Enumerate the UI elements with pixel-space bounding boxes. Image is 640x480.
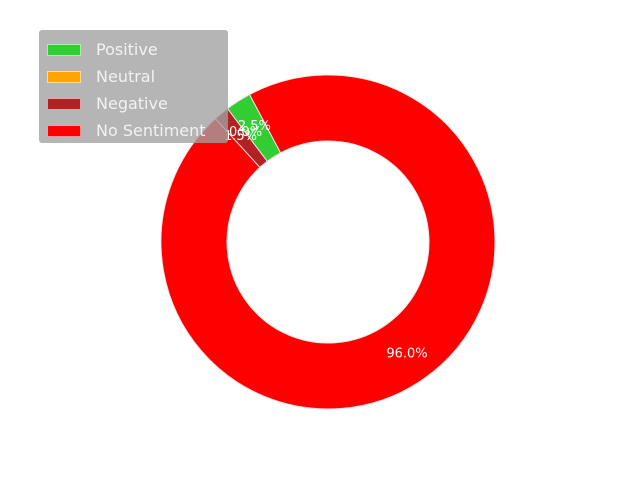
slice-no-sentiment xyxy=(160,74,496,410)
legend-label-no-sentiment: No Sentiment xyxy=(96,121,206,140)
slice-label-negative: 1.5% xyxy=(224,129,257,144)
legend-swatch-negative xyxy=(47,97,81,110)
legend-label-neutral: Neutral xyxy=(96,67,156,86)
slice-label-no-sentiment: 96.0% xyxy=(386,346,427,361)
legend-swatch-no-sentiment xyxy=(47,124,81,137)
legend-label-negative: Negative xyxy=(96,94,168,113)
slice-label-positive: 2.5% xyxy=(238,119,271,134)
legend-item-positive: Positive xyxy=(47,36,228,63)
legend-swatch-positive xyxy=(47,43,81,56)
donut-slices xyxy=(160,74,496,410)
legend-item-negative: Negative xyxy=(47,90,228,117)
legend-swatch-neutral xyxy=(47,70,81,83)
legend: Positive Neutral Negative No Sentiment xyxy=(39,30,228,143)
legend-item-neutral: Neutral xyxy=(47,63,228,90)
legend-label-positive: Positive xyxy=(96,40,158,59)
slice-label-neutral: 0.0% xyxy=(229,125,262,140)
slice-labels: 2.5%0.0%1.5% 96.0% xyxy=(224,119,428,361)
legend-item-no-sentiment: No Sentiment xyxy=(47,117,228,144)
